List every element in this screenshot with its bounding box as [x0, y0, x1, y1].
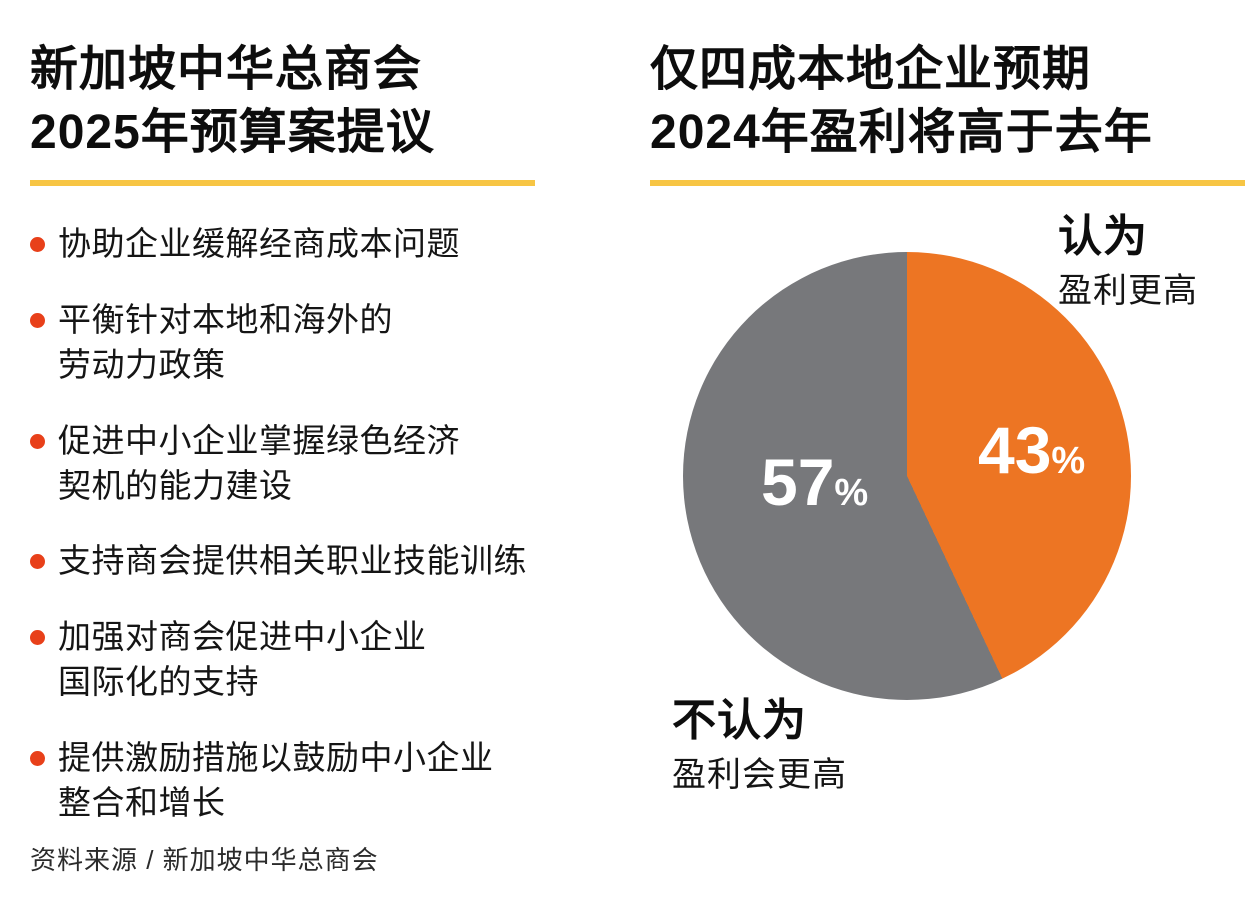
percent-sign: %	[834, 472, 869, 514]
bullet-icon	[30, 630, 45, 646]
pie-value-number: 57	[761, 445, 835, 519]
pie-chart: 43% 57%	[683, 252, 1131, 700]
pie-label-no-title: 不认为	[672, 696, 807, 745]
pie-label-yes-subtitle: 盈利更高	[1058, 271, 1198, 310]
bullet-text: 加强对商会促进中小企业 国际化的支持	[58, 618, 427, 701]
list-item: 协助企业缓解经商成本问题	[30, 222, 620, 267]
pie-label-no: 不认为 盈利会更高	[672, 696, 847, 797]
pie-label-no-subtitle: 盈利会更高	[672, 755, 847, 794]
bullet-text: 促进中小企业掌握绿色经济 契机的能力建设	[58, 421, 460, 504]
bullet-text: 提供激励措施以鼓励中小企业 整合和增长	[58, 739, 494, 821]
percent-sign: %	[1051, 440, 1086, 482]
right-title-underline	[650, 180, 1245, 186]
pie-slice-value-yes: 43%	[978, 412, 1085, 488]
proposal-bullet-list: 协助企业缓解经商成本问题 平衡针对本地和海外的 劳动力政策 促进中小企业掌握绿色…	[30, 222, 620, 857]
bullet-icon	[30, 433, 45, 449]
bullet-text: 支持商会提供相关职业技能训练	[58, 542, 527, 580]
left-title-underline	[30, 180, 535, 186]
pie-slice-value-no: 57%	[761, 444, 868, 520]
bullet-icon	[30, 312, 45, 328]
bullet-icon	[30, 237, 45, 252]
list-item: 提供激励措施以鼓励中小企业 整合和增长	[30, 736, 620, 826]
list-item: 促进中小企业掌握绿色经济 契机的能力建设	[30, 419, 620, 509]
pie-label-yes: 认为 盈利更高	[1058, 212, 1198, 313]
list-item: 加强对商会促进中小企业 国际化的支持	[30, 615, 620, 705]
bullet-text: 协助企业缓解经商成本问题	[58, 225, 460, 262]
list-item: 平衡针对本地和海外的 劳动力政策	[30, 298, 620, 388]
bullet-icon	[30, 751, 45, 766]
pie-value-number: 43	[978, 413, 1052, 487]
list-item: 支持商会提供相关职业技能训练	[30, 539, 620, 584]
right-panel-title: 仅四成本地企业预期 2024年盈利将高于去年	[650, 43, 1153, 160]
pie-label-yes-title: 认为	[1058, 212, 1148, 261]
bullet-icon	[30, 554, 45, 570]
bullet-text: 平衡针对本地和海外的 劳动力政策	[58, 300, 393, 383]
left-panel-title: 新加坡中华总商会 2025年预算案提议	[30, 43, 435, 160]
source-attribution: 资料来源 / 新加坡中华总商会	[30, 845, 379, 875]
